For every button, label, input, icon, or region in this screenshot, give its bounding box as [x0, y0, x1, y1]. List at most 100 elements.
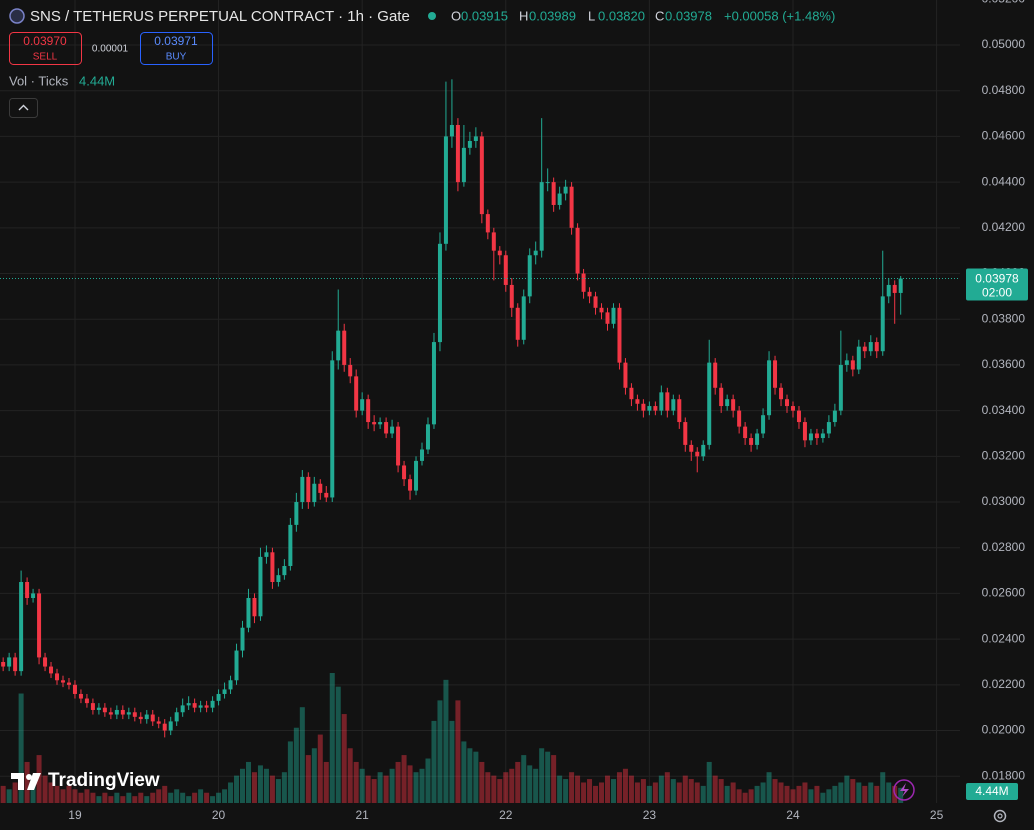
volume-bar [694, 782, 700, 803]
spread: 0.00001 [92, 44, 129, 55]
volume-bar [557, 775, 563, 803]
candle-body [737, 410, 742, 427]
volume-bar [347, 748, 353, 803]
volume-bar [754, 785, 760, 803]
volume-bar [180, 792, 186, 803]
volume-bar [491, 775, 497, 803]
candle-body [611, 307, 616, 324]
volume-bar [287, 741, 293, 803]
candle-body [796, 410, 801, 423]
symbol-title[interactable]: SNS / TETHERUS PERPETUAL CONTRACT · 1h ·… [30, 8, 410, 25]
candle-body [581, 273, 586, 292]
candle-body [402, 465, 407, 480]
candle-body [473, 136, 478, 141]
candle-body [790, 406, 795, 411]
volume-bar [383, 775, 389, 803]
y-tick-label: 0.05200 [982, 0, 1026, 5]
volume-bar [533, 768, 539, 803]
candle-body [348, 364, 353, 377]
volume-bar [108, 796, 114, 803]
volume-bar [0, 785, 6, 803]
volume-bar [766, 772, 772, 803]
collapse-button[interactable] [9, 98, 38, 118]
volume-bar [509, 768, 515, 803]
candle-body [156, 721, 161, 724]
candle-body [378, 422, 383, 425]
volume-bar [263, 768, 269, 803]
volume-bar [251, 772, 257, 803]
price-pane [0, 79, 960, 738]
volume-bar [545, 751, 551, 803]
volume-pane [0, 673, 904, 803]
volume-indicator[interactable]: Vol · Ticks [9, 73, 69, 88]
candle-body [192, 703, 197, 708]
volume-bar [24, 761, 30, 803]
volume-bar [299, 707, 305, 803]
volume-bar [688, 779, 694, 803]
y-tick-label: 0.02800 [982, 540, 1026, 554]
settings-button[interactable] [993, 809, 1007, 823]
volume-bar [700, 785, 706, 803]
candle-body [144, 714, 149, 720]
volume-bar [329, 673, 335, 803]
volume-bar [42, 775, 48, 803]
volume-bar [293, 727, 299, 803]
volume-bar [676, 782, 682, 803]
volume-bar [365, 775, 371, 803]
candle-body [372, 422, 377, 425]
sell-price[interactable]: 0.03970 [23, 34, 67, 48]
y-tick-label: 0.04200 [982, 220, 1026, 234]
candle-body [820, 433, 825, 439]
volume-bar [198, 789, 204, 803]
volume-bar [652, 782, 658, 803]
y-tick-label: 0.02000 [982, 723, 1026, 737]
volume-bar [216, 792, 222, 803]
candle-body [779, 387, 784, 400]
volume-bar [269, 775, 275, 803]
candle-body [43, 657, 48, 667]
candle-body [437, 243, 442, 343]
candle-body [509, 284, 514, 308]
volume-bar [628, 775, 634, 803]
y-tick-label: 0.03600 [982, 357, 1026, 371]
volume-bar [174, 789, 180, 803]
volume-bar [156, 789, 162, 803]
volume-bar [36, 755, 42, 803]
symbol-icon [9, 8, 25, 24]
sell-button[interactable] [9, 32, 82, 65]
candle-body [55, 673, 60, 681]
volume-bar [730, 782, 736, 803]
candle-body [545, 182, 550, 184]
candle-body [491, 232, 496, 251]
x-tick-label: 24 [786, 808, 800, 822]
volume-bar [335, 686, 341, 803]
volume-bar [168, 792, 174, 803]
buy-label[interactable]: BUY [166, 52, 187, 63]
candle-body [216, 693, 221, 701]
buy-price[interactable]: 0.03971 [154, 34, 198, 48]
candle-body [330, 360, 335, 498]
volume-bar [473, 751, 479, 803]
y-tick-label: 0.03800 [982, 311, 1026, 325]
candle-body [623, 362, 628, 388]
volume-bar [724, 785, 730, 803]
candle-body [485, 214, 490, 233]
x-tick-label: 23 [643, 808, 657, 822]
brand-name: TradingView [48, 770, 160, 791]
volume-bar [395, 761, 401, 803]
volume-bar [419, 768, 425, 803]
candle-body [198, 705, 203, 708]
candle-body [282, 566, 287, 576]
buy-button[interactable] [140, 32, 213, 65]
volume-bar [114, 792, 120, 803]
candle-body [108, 712, 113, 715]
x-tick-label: 22 [499, 808, 513, 822]
sell-label[interactable]: SELL [33, 52, 58, 63]
volume-tag [966, 783, 1018, 800]
candle-body [569, 186, 574, 228]
volume-bar [646, 785, 652, 803]
candle-body [7, 657, 12, 667]
lightning-button[interactable] [893, 779, 915, 801]
volume-bar [144, 796, 150, 803]
candle-body [234, 650, 239, 681]
